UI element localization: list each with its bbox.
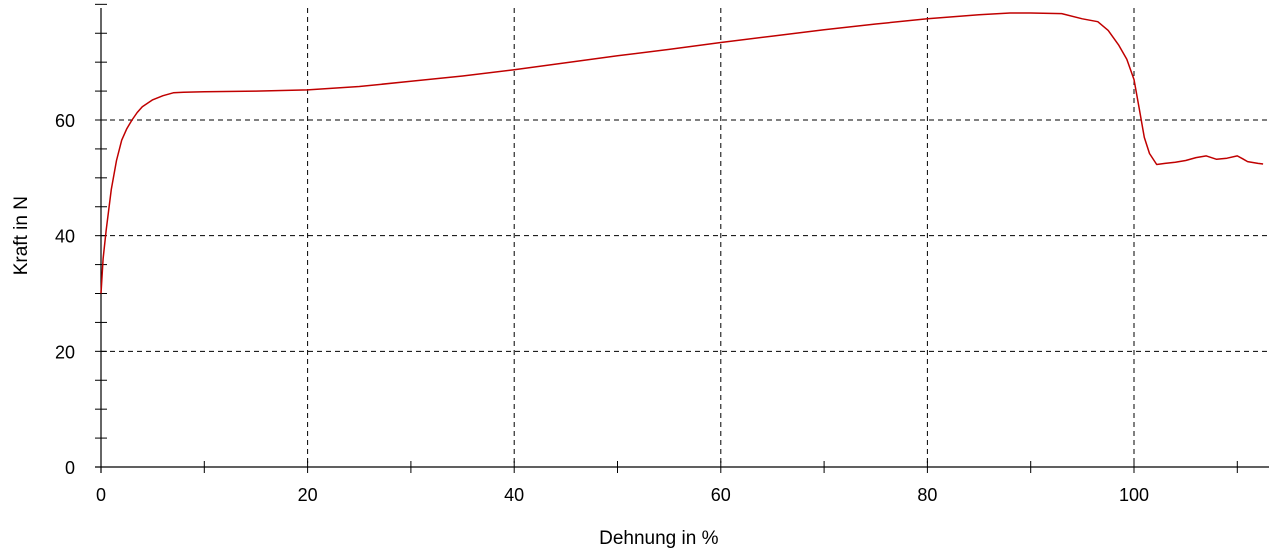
x-tick-label: 0 — [96, 485, 106, 505]
force-strain-curve — [100, 12, 1264, 294]
tick-labels: 0 20 40 60 80 100 0 20 40 60 — [55, 111, 1149, 505]
x-tick-label: 100 — [1119, 485, 1149, 505]
x-tick-label: 40 — [504, 485, 524, 505]
y-tick-label: 60 — [55, 111, 75, 131]
y-tick-label: 0 — [65, 458, 75, 478]
series — [100, 12, 1264, 294]
x-tick-label: 80 — [917, 485, 937, 505]
y-tick-label: 20 — [55, 342, 75, 362]
ticks — [95, 3, 1238, 473]
x-tick-label: 60 — [711, 485, 731, 505]
x-axis-title: Dehnung in % — [599, 528, 718, 549]
grid-lines — [101, 8, 1269, 467]
x-tick-label: 20 — [298, 485, 318, 505]
y-axis-title: Kraft in N — [11, 196, 32, 275]
axes — [95, 8, 1269, 473]
y-tick-label: 40 — [55, 227, 75, 247]
